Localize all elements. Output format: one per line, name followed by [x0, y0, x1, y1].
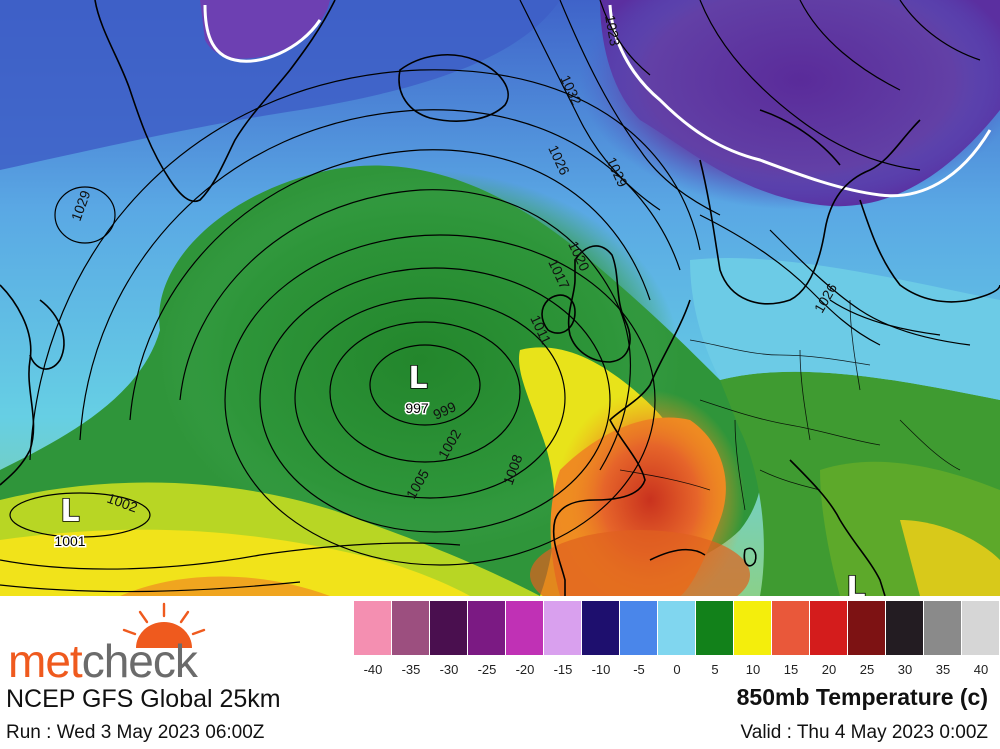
low-pressure-marker: L: [846, 571, 865, 596]
scale-swatch: [582, 601, 620, 655]
logo-check-text: check: [81, 635, 198, 687]
scale-tick-label: -10: [591, 662, 611, 677]
scale-tick-label: -5: [633, 662, 645, 677]
scale-swatch: [810, 601, 848, 655]
isobar-label: 1023: [602, 14, 623, 48]
isobars: [0, 0, 981, 593]
logo-met-text: met: [8, 635, 83, 687]
low-pressure-marker: L: [60, 494, 79, 529]
scale-tick-label: 25: [859, 662, 875, 677]
low-1001: L 1001: [53, 493, 87, 550]
scale-tick-label: -25: [477, 662, 497, 677]
scale-tick-label: 35: [935, 662, 951, 677]
scale-swatch: [506, 601, 544, 655]
temperature-field: [0, 0, 1000, 596]
scale-tick-label: -35: [401, 662, 421, 677]
scale-tick-label: -40: [363, 662, 383, 677]
scale-swatch: [962, 601, 1000, 655]
run-time: Run : Wed 3 May 2023 06:00Z: [6, 722, 265, 743]
scale-swatch: [658, 601, 696, 655]
scale-tick-label: 40: [973, 662, 989, 677]
scale-swatch: [544, 601, 582, 655]
temperature-colour-scale: -40 -35 -30 -25 -20 -15 -10 -5 0 5 10 15 20 25 30 35 40: [354, 601, 1000, 677]
map-footer: metcheck NCEP GFS Global 25km Run : Wed …: [0, 596, 1000, 749]
country-borders: [619, 299, 961, 511]
low-pressure-value: 997: [405, 400, 429, 416]
scale-swatch: [924, 601, 962, 655]
coastlines: [0, 0, 1000, 596]
scale-tick-label: -20: [515, 662, 535, 677]
field-title: 850mb Temperature (c): [736, 684, 988, 710]
scale-tick-label: 30: [897, 662, 913, 677]
scale-swatch: [620, 601, 658, 655]
model-name: NCEP GFS Global 25km: [6, 685, 281, 713]
scale-swatch: [848, 601, 886, 655]
low-997: L 997: [404, 360, 431, 417]
scale-tick-label: 20: [821, 662, 837, 677]
scale-swatch: [468, 601, 506, 655]
scale-swatch: [696, 601, 734, 655]
zero-isotherm: [203, 4, 992, 198]
scale-swatch: [430, 601, 468, 655]
low-pressure-marker: L: [408, 361, 427, 396]
temperature-map[interactable]: 1029 1002 1005 1002 999 1008 1011 1017 1…: [0, 0, 1000, 596]
low-south-east: L: [846, 570, 867, 596]
sun-icon: [122, 602, 206, 648]
scale-tick-label: 15: [783, 662, 799, 677]
metcheck-logo[interactable]: metcheck: [4, 600, 234, 684]
scale-tick-label: 0: [673, 662, 681, 677]
scale-swatch: [886, 601, 924, 655]
scale-tick-label: 10: [745, 662, 761, 677]
low-pressure-value: 1001: [54, 533, 85, 549]
scale-tick-label: -30: [439, 662, 459, 677]
logo-wordmark: metcheck: [8, 635, 198, 687]
scale-tick-label: -15: [553, 662, 573, 677]
scale-swatch: [354, 601, 392, 655]
scale-swatch: [392, 601, 430, 655]
valid-time: Valid : Thu 4 May 2023 0:00Z: [740, 722, 988, 743]
scale-swatch: [772, 601, 810, 655]
scale-swatch: [734, 601, 772, 655]
scale-tick-label: 5: [711, 662, 719, 677]
